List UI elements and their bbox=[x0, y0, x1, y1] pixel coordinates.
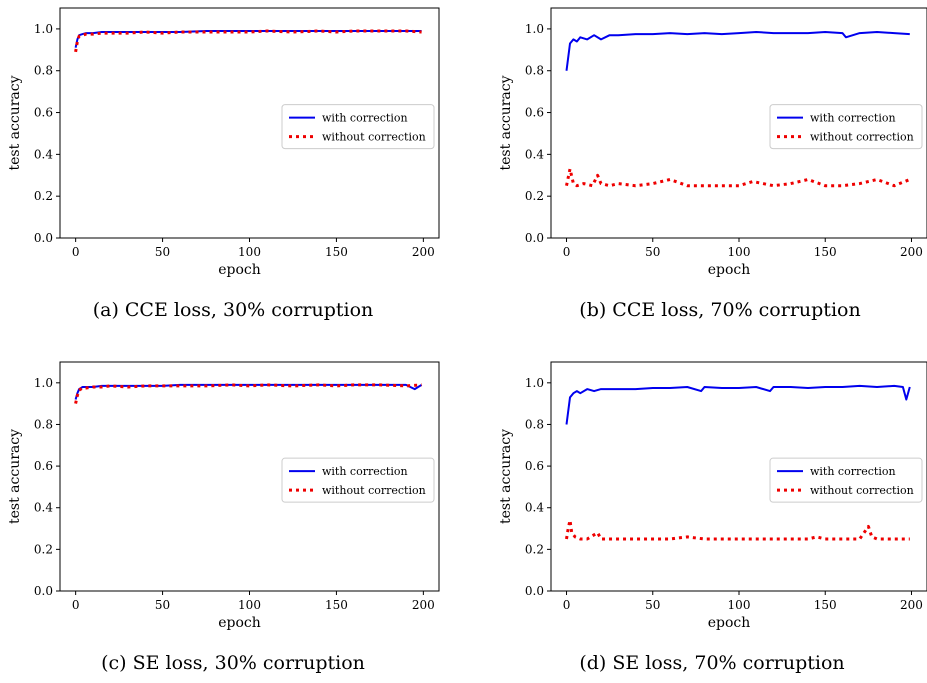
y-tick-label: 0.2 bbox=[34, 542, 53, 556]
x-tick-label: 50 bbox=[155, 245, 170, 259]
y-tick-label: 0.6 bbox=[34, 106, 53, 120]
y-tick-label: 0.2 bbox=[525, 189, 544, 203]
x-tick-label: 150 bbox=[814, 245, 837, 259]
legend: with correction without correction bbox=[769, 104, 923, 150]
legend-label: without correction bbox=[810, 131, 914, 144]
y-tick-label: 0.0 bbox=[34, 231, 53, 245]
x-tick-label: 100 bbox=[238, 245, 261, 259]
legend-label: without correction bbox=[322, 131, 426, 144]
series-line-without-correction bbox=[74, 29, 422, 53]
x-tick-label: 50 bbox=[645, 598, 660, 612]
x-axis-label: epoch bbox=[708, 615, 751, 631]
y-tick-label: 0.6 bbox=[525, 459, 544, 473]
y-tick-label: 1.0 bbox=[34, 376, 53, 390]
x-tick-label: 50 bbox=[155, 598, 170, 612]
x-tick-label: 150 bbox=[814, 598, 837, 612]
x-tick-label: 0 bbox=[563, 598, 571, 612]
x-tick-label: 0 bbox=[72, 245, 80, 259]
subfigure-caption: (b) CCE loss, 70% corruption bbox=[579, 299, 860, 321]
y-tick-label: 0.4 bbox=[525, 147, 544, 161]
subfigure-caption: (d) SE loss, 70% corruption bbox=[579, 652, 844, 674]
x-tick-label: 50 bbox=[645, 245, 660, 259]
x-tick-label: 100 bbox=[238, 598, 261, 612]
x-tick-label: 150 bbox=[325, 598, 348, 612]
y-tick-label: 0.0 bbox=[34, 584, 53, 598]
x-axis-label: epoch bbox=[218, 262, 261, 278]
series-line-without-correction bbox=[74, 383, 422, 404]
y-axis-label: test accuracy bbox=[7, 75, 23, 170]
x-tick-label: 150 bbox=[325, 245, 348, 259]
x-tick-label: 200 bbox=[900, 245, 923, 259]
legend-box bbox=[281, 104, 435, 150]
series-line-with-correction bbox=[565, 31, 910, 71]
y-tick-label: 1.0 bbox=[34, 22, 53, 36]
x-tick-label: 100 bbox=[728, 245, 751, 259]
x-axis-label: epoch bbox=[708, 262, 751, 278]
x-tick-label: 100 bbox=[728, 598, 751, 612]
y-tick-label: 0.2 bbox=[525, 542, 544, 556]
x-tick-label: 200 bbox=[900, 598, 923, 612]
x-tick-label: 200 bbox=[412, 245, 435, 259]
legend: with correction without correction bbox=[281, 104, 435, 150]
y-tick-label: 0.8 bbox=[34, 64, 53, 78]
y-tick-label: 0.0 bbox=[525, 231, 544, 245]
y-tick-label: 0.4 bbox=[34, 147, 53, 161]
legend-label: with correction bbox=[810, 465, 896, 478]
legend-label: with correction bbox=[322, 112, 408, 125]
legend-label: with correction bbox=[322, 465, 408, 478]
legend-label: with correction bbox=[810, 112, 896, 125]
chart-panel-2: 0 50 100 150 200 0.0 0.2 0.4 0.6 0.8 1.0 epoch test … bbox=[498, 7, 927, 321]
legend: with correction without correction bbox=[281, 457, 435, 503]
x-tick-label: 200 bbox=[412, 598, 435, 612]
legend-label: without correction bbox=[810, 484, 914, 497]
subfigure-caption: (a) CCE loss, 30% corruption bbox=[93, 299, 374, 321]
series-line-without-correction bbox=[565, 167, 911, 188]
y-tick-label: 0.4 bbox=[34, 501, 53, 515]
y-axis-label: test accuracy bbox=[498, 75, 514, 170]
legend-box bbox=[769, 104, 923, 150]
subfigure-caption: (c) SE loss, 30% corruption bbox=[101, 652, 365, 674]
y-tick-label: 0.8 bbox=[525, 417, 544, 431]
y-tick-label: 0.6 bbox=[525, 106, 544, 120]
chart-panel-1: 0 50 100 150 200 0.0 0.2 0.4 0.6 0.8 1.0 epoch test … bbox=[7, 7, 440, 321]
y-tick-label: 0.0 bbox=[525, 584, 544, 598]
chart-panel-3: 0 50 100 150 200 0.0 0.2 0.4 0.6 0.8 1.0 epoch test … bbox=[7, 361, 440, 674]
legend-box bbox=[769, 457, 923, 503]
y-tick-label: 0.6 bbox=[34, 459, 53, 473]
x-tick-label: 0 bbox=[563, 245, 571, 259]
x-axis-label: epoch bbox=[218, 615, 261, 631]
chart-panel-4: 0 50 100 150 200 0.0 0.2 0.4 0.6 0.8 1.0 epoch test … bbox=[498, 361, 927, 674]
series-line-without-correction bbox=[565, 518, 910, 541]
y-tick-label: 0.8 bbox=[525, 64, 544, 78]
y-tick-label: 1.0 bbox=[525, 376, 544, 390]
y-axis-label: test accuracy bbox=[7, 429, 23, 524]
x-tick-label: 0 bbox=[72, 598, 80, 612]
y-tick-label: 0.8 bbox=[34, 417, 53, 431]
y-tick-label: 1.0 bbox=[525, 22, 544, 36]
legend: with correction without correction bbox=[769, 457, 923, 503]
y-axis-label: test accuracy bbox=[498, 429, 514, 524]
y-tick-label: 0.4 bbox=[525, 501, 544, 515]
legend-label: without correction bbox=[322, 484, 426, 497]
series-line-with-correction bbox=[565, 384, 911, 425]
legend-box bbox=[281, 457, 435, 503]
y-tick-label: 0.2 bbox=[34, 189, 53, 203]
